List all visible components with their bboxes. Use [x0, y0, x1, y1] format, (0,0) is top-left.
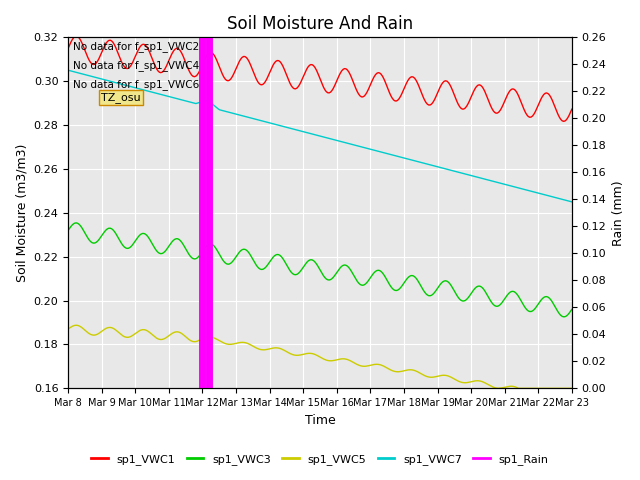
Text: No data for f_sp1_VWC4: No data for f_sp1_VWC4 — [73, 60, 200, 71]
X-axis label: Time: Time — [305, 414, 335, 427]
Title: Soil Moisture And Rain: Soil Moisture And Rain — [227, 15, 413, 33]
Y-axis label: Soil Moisture (m3/m3): Soil Moisture (m3/m3) — [15, 144, 28, 282]
Text: No data for f_sp1_VWC6: No data for f_sp1_VWC6 — [73, 80, 200, 90]
Y-axis label: Rain (mm): Rain (mm) — [612, 180, 625, 246]
Legend: sp1_VWC1, sp1_VWC3, sp1_VWC5, sp1_VWC7, sp1_Rain: sp1_VWC1, sp1_VWC3, sp1_VWC5, sp1_VWC7, … — [87, 450, 553, 469]
Text: No data for f_sp1_VWC2: No data for f_sp1_VWC2 — [73, 41, 200, 52]
Text: TZ_osu: TZ_osu — [101, 92, 141, 103]
